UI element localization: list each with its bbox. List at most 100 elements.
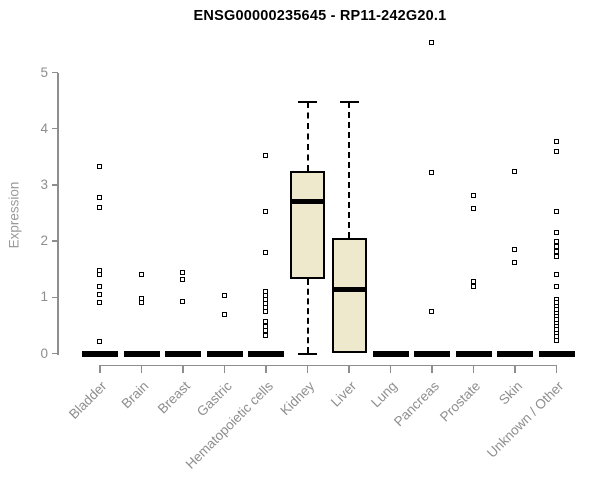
outlier-point (97, 204, 102, 210)
outlier-point (138, 271, 144, 277)
y-axis-tick (51, 352, 58, 355)
outlier-point (263, 153, 268, 159)
outlier-point (138, 299, 144, 305)
x-axis-tick (472, 364, 475, 374)
outlier-point (180, 298, 185, 304)
outlier-point (263, 308, 268, 314)
y-axis-tick (51, 184, 58, 186)
outlier-point (553, 284, 559, 290)
outlier-point (263, 332, 268, 338)
chart-title: ENSG00000235645 - RP11-242G20.1 (193, 8, 447, 24)
outlier-point (97, 272, 102, 278)
outlier-point (263, 208, 268, 214)
outlier-point (429, 170, 434, 176)
y-tick-label: 2 (40, 233, 48, 249)
outlier-point (553, 209, 559, 215)
zero-box (206, 350, 243, 357)
y-tick-label: 3 (40, 176, 48, 192)
outlier-point (180, 270, 185, 276)
outlier-point (553, 243, 559, 249)
whisker-cap (298, 100, 317, 103)
median-line (333, 287, 365, 293)
x-axis-tick (99, 364, 101, 374)
y-tick-label: 1 (40, 289, 48, 305)
outlier-point (553, 148, 559, 154)
outlier-point (221, 293, 227, 299)
outlier-point (470, 193, 476, 199)
whisker (348, 101, 350, 239)
outlier-point (553, 230, 559, 236)
zero-box (165, 350, 201, 357)
x-axis-tick (223, 364, 226, 374)
x-axis-tick (306, 364, 309, 374)
outlier-point (97, 284, 102, 290)
y-axis-tick (51, 127, 58, 130)
outlier-point (470, 284, 476, 290)
x-axis-tick (182, 364, 184, 374)
y-axis-tick (51, 240, 58, 242)
x-axis-tick (140, 364, 143, 374)
outlier-point (97, 339, 102, 345)
outlier-point (97, 163, 102, 169)
box (290, 171, 325, 279)
zero-box (248, 350, 284, 357)
outlier-point (512, 260, 517, 266)
y-axis-tick (51, 71, 58, 74)
x-tick-label: Unknown / Other (484, 378, 567, 461)
zero-box (497, 350, 533, 357)
zero-box (414, 350, 450, 357)
y-axis-line (57, 72, 59, 356)
x-tick-label: Liver (327, 378, 359, 410)
outlier-point (553, 271, 559, 277)
outlier-point (553, 248, 559, 254)
outlier-point (429, 309, 434, 315)
y-tick-label: 4 (40, 120, 48, 136)
outlier-point (97, 194, 102, 200)
y-tick-label: 5 (40, 64, 48, 80)
x-tick-label: Skin (495, 378, 525, 408)
whisker-cap (298, 352, 317, 355)
outlier-point (429, 39, 434, 45)
outlier-point (553, 337, 559, 343)
x-tick-label: Prostate (437, 378, 484, 425)
x-tick-label: Brain (118, 378, 152, 412)
y-axis-tick (51, 296, 58, 299)
x-axis-tick (348, 364, 350, 374)
outlier-point (263, 249, 268, 255)
x-axis-tick (555, 364, 558, 374)
x-axis-tick (389, 364, 392, 374)
whisker (306, 278, 309, 354)
x-tick-label: Kidney (277, 378, 318, 419)
outlier-point (97, 299, 102, 305)
outlier-point (470, 279, 476, 285)
x-tick-label: Lung (368, 378, 401, 411)
outlier-point (553, 253, 559, 259)
whisker (306, 101, 309, 172)
zero-box (372, 350, 409, 357)
x-axis-tick (431, 364, 433, 374)
x-axis-tick (514, 364, 516, 374)
x-axis-line (99, 364, 558, 367)
x-tick-label: Pancreas (391, 378, 442, 430)
outlier-point (553, 238, 559, 244)
zero-box (538, 350, 575, 357)
whisker-cap (339, 100, 359, 103)
outlier-point (97, 292, 102, 298)
outlier-point (180, 276, 185, 282)
x-tick-label: Bladder (66, 378, 110, 422)
x-tick-label: Breast (154, 378, 193, 417)
outlier-point (553, 138, 559, 144)
median-line (292, 199, 323, 205)
x-axis-tick (265, 364, 267, 374)
outlier-point (512, 247, 517, 253)
outlier-point (512, 168, 517, 174)
zero-box (455, 350, 492, 357)
outlier-point (221, 312, 227, 318)
y-tick-label: 0 (40, 345, 48, 361)
zero-box (82, 350, 118, 357)
box (331, 238, 367, 354)
outlier-point (470, 206, 476, 212)
zero-box (123, 350, 160, 357)
